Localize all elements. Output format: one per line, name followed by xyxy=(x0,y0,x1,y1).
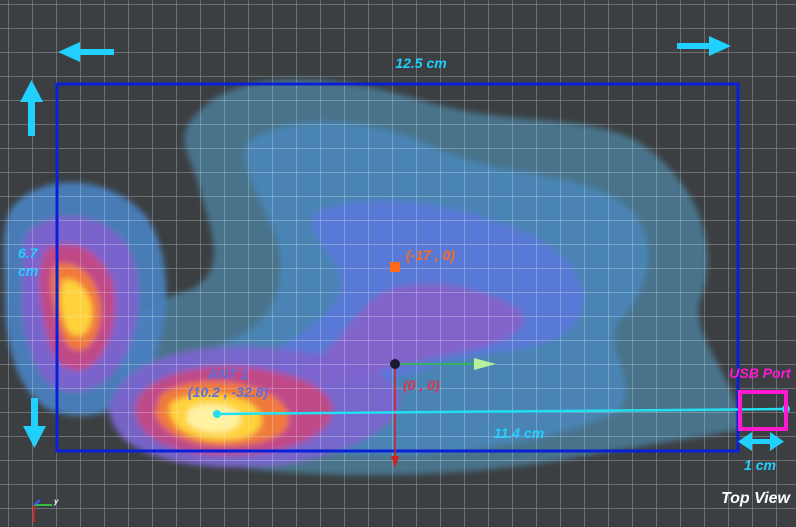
width-dimension-label: 12.5 cm xyxy=(395,55,446,71)
double-arrow-icon xyxy=(738,432,784,451)
origin-label: (0 , 0) xyxy=(403,377,440,393)
view-label: Top View xyxy=(721,490,792,507)
axes-triad-icon xyxy=(33,499,52,522)
port-width-label: 1 cm xyxy=(744,457,776,473)
axes-triad-label: y xyxy=(53,497,59,506)
antenna-point xyxy=(213,410,221,418)
usb-port-outline xyxy=(738,390,788,431)
arrow-left-icon xyxy=(58,42,114,62)
origin-y-axis-arrowhead xyxy=(391,456,399,468)
offset-point-marker xyxy=(390,262,400,272)
origin-marker xyxy=(390,359,400,369)
board-outline xyxy=(55,82,740,453)
height-dimension-label-line1: 6.7 xyxy=(18,245,39,261)
antenna-name-label: ANT 1 xyxy=(207,366,249,382)
arrow-right-icon xyxy=(677,36,731,56)
offset-point-label: (-17 , 0) xyxy=(406,247,455,263)
arrow-up-icon xyxy=(20,80,43,136)
origin-x-axis-arrowhead xyxy=(474,358,496,370)
antenna-to-usb-distance-line xyxy=(216,407,787,416)
arrow-down-icon xyxy=(23,398,46,448)
height-dimension-label-line2: cm xyxy=(18,263,38,279)
usb-port-label: USB Port xyxy=(729,365,792,381)
antenna-coords-label: (10.2 , -32.8) xyxy=(188,384,268,400)
distance-label: 11.4 cm xyxy=(494,425,544,441)
